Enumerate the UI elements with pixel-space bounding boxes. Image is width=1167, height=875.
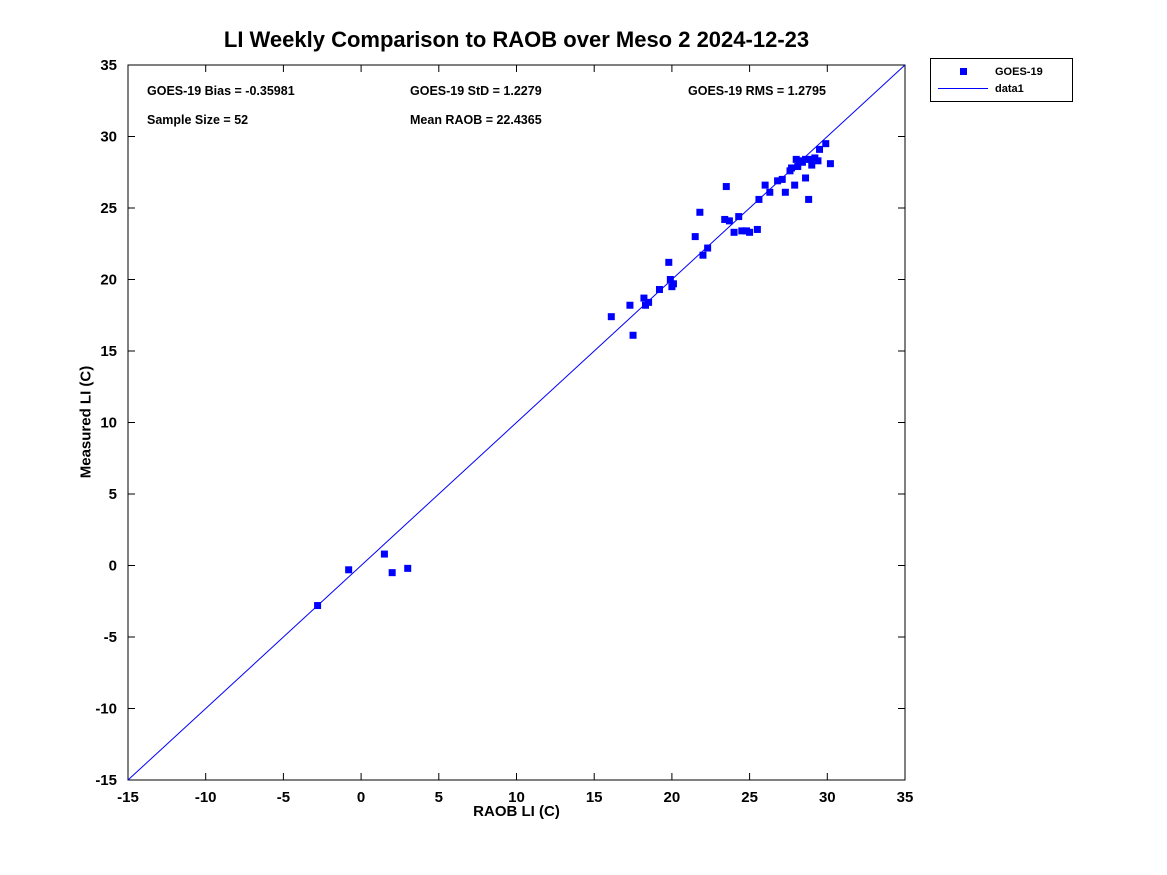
y-tick-label: 0 xyxy=(109,558,117,575)
y-tick-label: -10 xyxy=(95,701,117,718)
y-tick-label: 10 xyxy=(100,415,117,432)
legend-entry-goes19: GOES-19 xyxy=(931,63,1072,80)
scatter-point xyxy=(738,227,746,235)
stat-rms: GOES-19 RMS = 1.2795 xyxy=(688,84,826,98)
scatter-point xyxy=(788,164,796,172)
legend: GOES-19 data1 xyxy=(930,58,1073,102)
scatter-point xyxy=(802,174,810,182)
x-tick-label: 15 xyxy=(586,789,603,806)
scatter-point xyxy=(669,280,677,288)
y-axis-label: Measured LI (C) xyxy=(77,365,95,479)
y-tick-label: 20 xyxy=(100,272,117,289)
x-tick-label: 20 xyxy=(664,789,681,806)
scatter-point xyxy=(822,140,830,148)
scatter-point xyxy=(314,602,322,610)
legend-line-icon xyxy=(931,88,995,89)
legend-square-marker-icon xyxy=(931,68,995,75)
scatter-point xyxy=(704,244,712,252)
scatter-point xyxy=(345,566,353,574)
scatter-point xyxy=(806,155,814,163)
scatter-point xyxy=(640,294,648,302)
scatter-point xyxy=(730,228,738,236)
scatter-point xyxy=(725,217,733,225)
scatter-point xyxy=(802,155,810,163)
scatter-point xyxy=(753,225,761,233)
scatter-point xyxy=(696,208,704,216)
stat-std: GOES-19 StD = 1.2279 xyxy=(410,84,542,98)
legend-entry-data1: data1 xyxy=(931,80,1072,97)
y-tick-label: 5 xyxy=(109,486,117,503)
scatter-point xyxy=(791,181,799,189)
stat-sample-size: Sample Size = 52 xyxy=(147,113,249,127)
scatter-point xyxy=(746,228,754,236)
scatter-point xyxy=(774,177,782,185)
scatter-point xyxy=(766,188,774,196)
y-tick-label: -5 xyxy=(104,629,117,646)
scatter-point xyxy=(404,564,412,572)
scatter-point xyxy=(761,181,769,189)
scatter-point xyxy=(721,215,729,223)
x-tick-label: -5 xyxy=(277,789,290,806)
y-tick-label: 25 xyxy=(100,200,117,217)
stat-bias: GOES-19 Bias = -0.35981 xyxy=(147,84,295,98)
stat-mean-raob: Mean RAOB = 22.4365 xyxy=(410,113,542,127)
y-tick-label: -15 xyxy=(95,772,117,789)
scatter-point xyxy=(666,276,674,283)
scatter-point xyxy=(722,183,730,191)
scatter-point xyxy=(808,161,816,169)
scatter-point xyxy=(826,160,834,168)
x-tick-label: -15 xyxy=(117,789,139,806)
scatter-point xyxy=(607,313,615,321)
scatter-point xyxy=(629,331,637,339)
x-tick-label: -10 xyxy=(195,789,217,806)
scatter-point xyxy=(816,145,824,153)
y-tick-label: 30 xyxy=(100,129,117,146)
scatter-point xyxy=(665,258,673,266)
y-tick-label: 35 xyxy=(100,57,117,74)
x-tick-label: 30 xyxy=(819,789,836,806)
scatter-point xyxy=(645,298,653,306)
scatter-point xyxy=(380,550,388,558)
x-axis-label: RAOB LI (C) xyxy=(473,803,560,820)
scatter-point xyxy=(655,286,663,294)
x-tick-label: 35 xyxy=(897,789,914,806)
x-tick-label: 10 xyxy=(508,789,525,806)
scatter-point xyxy=(699,251,707,259)
legend-label-data1: data1 xyxy=(995,82,1024,95)
scatter-point xyxy=(626,301,634,309)
scatter-point xyxy=(778,175,786,183)
scatter-point xyxy=(781,188,789,196)
scatter-point xyxy=(755,195,763,203)
plot-title: LI Weekly Comparison to RAOB over Meso 2… xyxy=(223,27,810,52)
scatter-point xyxy=(805,195,813,203)
legend-label-goes19: GOES-19 xyxy=(995,65,1043,78)
x-tick-label: 25 xyxy=(741,789,758,806)
scatter-point xyxy=(735,213,743,221)
scatter-point xyxy=(814,157,822,165)
scatter-point xyxy=(794,163,802,171)
y-tick-label: 15 xyxy=(100,343,117,360)
x-tick-label: 0 xyxy=(357,789,365,806)
scatter-point xyxy=(388,569,396,577)
x-tick-label: 5 xyxy=(435,789,443,806)
scatter-point xyxy=(691,233,699,241)
